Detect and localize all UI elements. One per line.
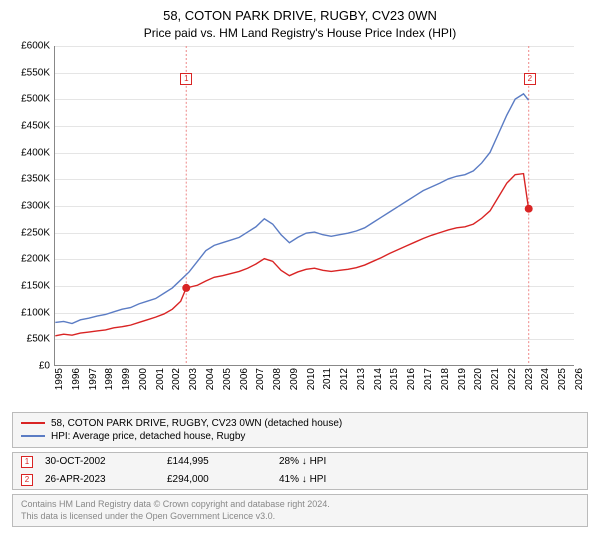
sale-price: £144,995: [167, 456, 267, 467]
x-tick-label: 2009: [289, 368, 300, 390]
x-tick-label: 2019: [457, 368, 468, 390]
x-tick-label: 2023: [524, 368, 535, 390]
legend-swatch: [21, 422, 45, 424]
x-tick-label: 2007: [255, 368, 266, 390]
legend-row: HPI: Average price, detached house, Rugb…: [21, 430, 579, 443]
x-tick-label: 2026: [574, 368, 585, 390]
x-tick-label: 2022: [507, 368, 518, 390]
x-tick-label: 1995: [54, 368, 65, 390]
footer-line2: This data is licensed under the Open Gov…: [21, 511, 579, 523]
y-tick-label: £600K: [21, 40, 50, 51]
x-tick-label: 2013: [356, 368, 367, 390]
sale-date: 26-APR-2023: [45, 474, 155, 485]
x-tick-label: 2020: [473, 368, 484, 390]
y-tick-label: £450K: [21, 120, 50, 131]
sale-price: £294,000: [167, 474, 267, 485]
x-tick-label: 2001: [155, 368, 166, 390]
chart-title: 58, COTON PARK DRIVE, RUGBY, CV23 0WN: [12, 8, 588, 24]
x-tick-label: 2010: [306, 368, 317, 390]
chart-area: £0 £50K £100K £150K £200K £250K £300K £350K £400…: [12, 46, 588, 406]
sale-dot: [525, 205, 533, 213]
x-tick-label: 2021: [490, 368, 501, 390]
x-tick-label: 2004: [205, 368, 216, 390]
chart-svg: [55, 46, 574, 365]
legend-swatch: [21, 435, 45, 437]
footer-attribution: Contains HM Land Registry data © Crown c…: [12, 494, 588, 527]
legend-row: 58, COTON PARK DRIVE, RUGBY, CV23 0WN (d…: [21, 417, 579, 430]
x-tick-label: 2017: [423, 368, 434, 390]
x-tick-label: 2025: [557, 368, 568, 390]
sale-dot: [182, 284, 190, 292]
y-tick-label: £100K: [21, 307, 50, 318]
y-tick-label: £200K: [21, 254, 50, 265]
sale-row: 1 30-OCT-2002 £144,995 28% ↓ HPI: [13, 453, 587, 471]
sale-num-box: 1: [21, 456, 33, 468]
x-tick-label: 2008: [272, 368, 283, 390]
plot-region: 12: [54, 46, 574, 366]
x-tick-label: 2016: [406, 368, 417, 390]
x-tick-label: 2012: [339, 368, 350, 390]
y-tick-label: £300K: [21, 200, 50, 211]
x-tick-label: 2024: [540, 368, 551, 390]
sale-marker-box: 2: [524, 73, 536, 85]
y-tick-label: £250K: [21, 227, 50, 238]
legend-label: HPI: Average price, detached house, Rugb…: [51, 431, 245, 442]
x-tick-label: 2002: [171, 368, 182, 390]
x-tick-label: 1997: [88, 368, 99, 390]
legend: 58, COTON PARK DRIVE, RUGBY, CV23 0WN (d…: [12, 412, 588, 448]
x-tick-label: 2005: [222, 368, 233, 390]
x-tick-label: 2006: [239, 368, 250, 390]
sale-diff: 41% ↓ HPI: [279, 474, 359, 485]
sale-row: 2 26-APR-2023 £294,000 41% ↓ HPI: [13, 471, 587, 489]
x-tick-label: 2015: [389, 368, 400, 390]
chart-subtitle: Price paid vs. HM Land Registry's House …: [12, 26, 588, 40]
sale-diff: 28% ↓ HPI: [279, 456, 359, 467]
x-axis-labels: 1995 1996 1997 1998 1999 2000 2001 2002 2003 2004…: [54, 368, 574, 406]
x-tick-label: 2014: [373, 368, 384, 390]
x-tick-label: 2018: [440, 368, 451, 390]
footer-line1: Contains HM Land Registry data © Crown c…: [21, 499, 579, 511]
y-tick-label: £150K: [21, 280, 50, 291]
y-axis-labels: £0 £50K £100K £150K £200K £250K £300K £350K £400…: [12, 46, 54, 406]
x-tick-label: 1999: [121, 368, 132, 390]
y-tick-label: £50K: [27, 334, 50, 345]
sale-date: 30-OCT-2002: [45, 456, 155, 467]
x-tick-label: 2000: [138, 368, 149, 390]
y-tick-label: £500K: [21, 94, 50, 105]
legend-label: 58, COTON PARK DRIVE, RUGBY, CV23 0WN (d…: [51, 418, 342, 429]
sale-num-box: 2: [21, 474, 33, 486]
x-tick-label: 2011: [322, 368, 333, 390]
x-tick-label: 1996: [71, 368, 82, 390]
series-line: [55, 174, 528, 336]
x-tick-label: 1998: [104, 368, 115, 390]
y-tick-label: £350K: [21, 174, 50, 185]
x-tick-label: 2003: [188, 368, 199, 390]
series-line: [55, 94, 528, 324]
y-tick-label: £400K: [21, 147, 50, 158]
y-tick-label: £0: [39, 360, 50, 371]
sales-table: 1 30-OCT-2002 £144,995 28% ↓ HPI 2 26-APR-202…: [12, 452, 588, 490]
y-tick-label: £550K: [21, 67, 50, 78]
sale-marker-box: 1: [180, 73, 192, 85]
